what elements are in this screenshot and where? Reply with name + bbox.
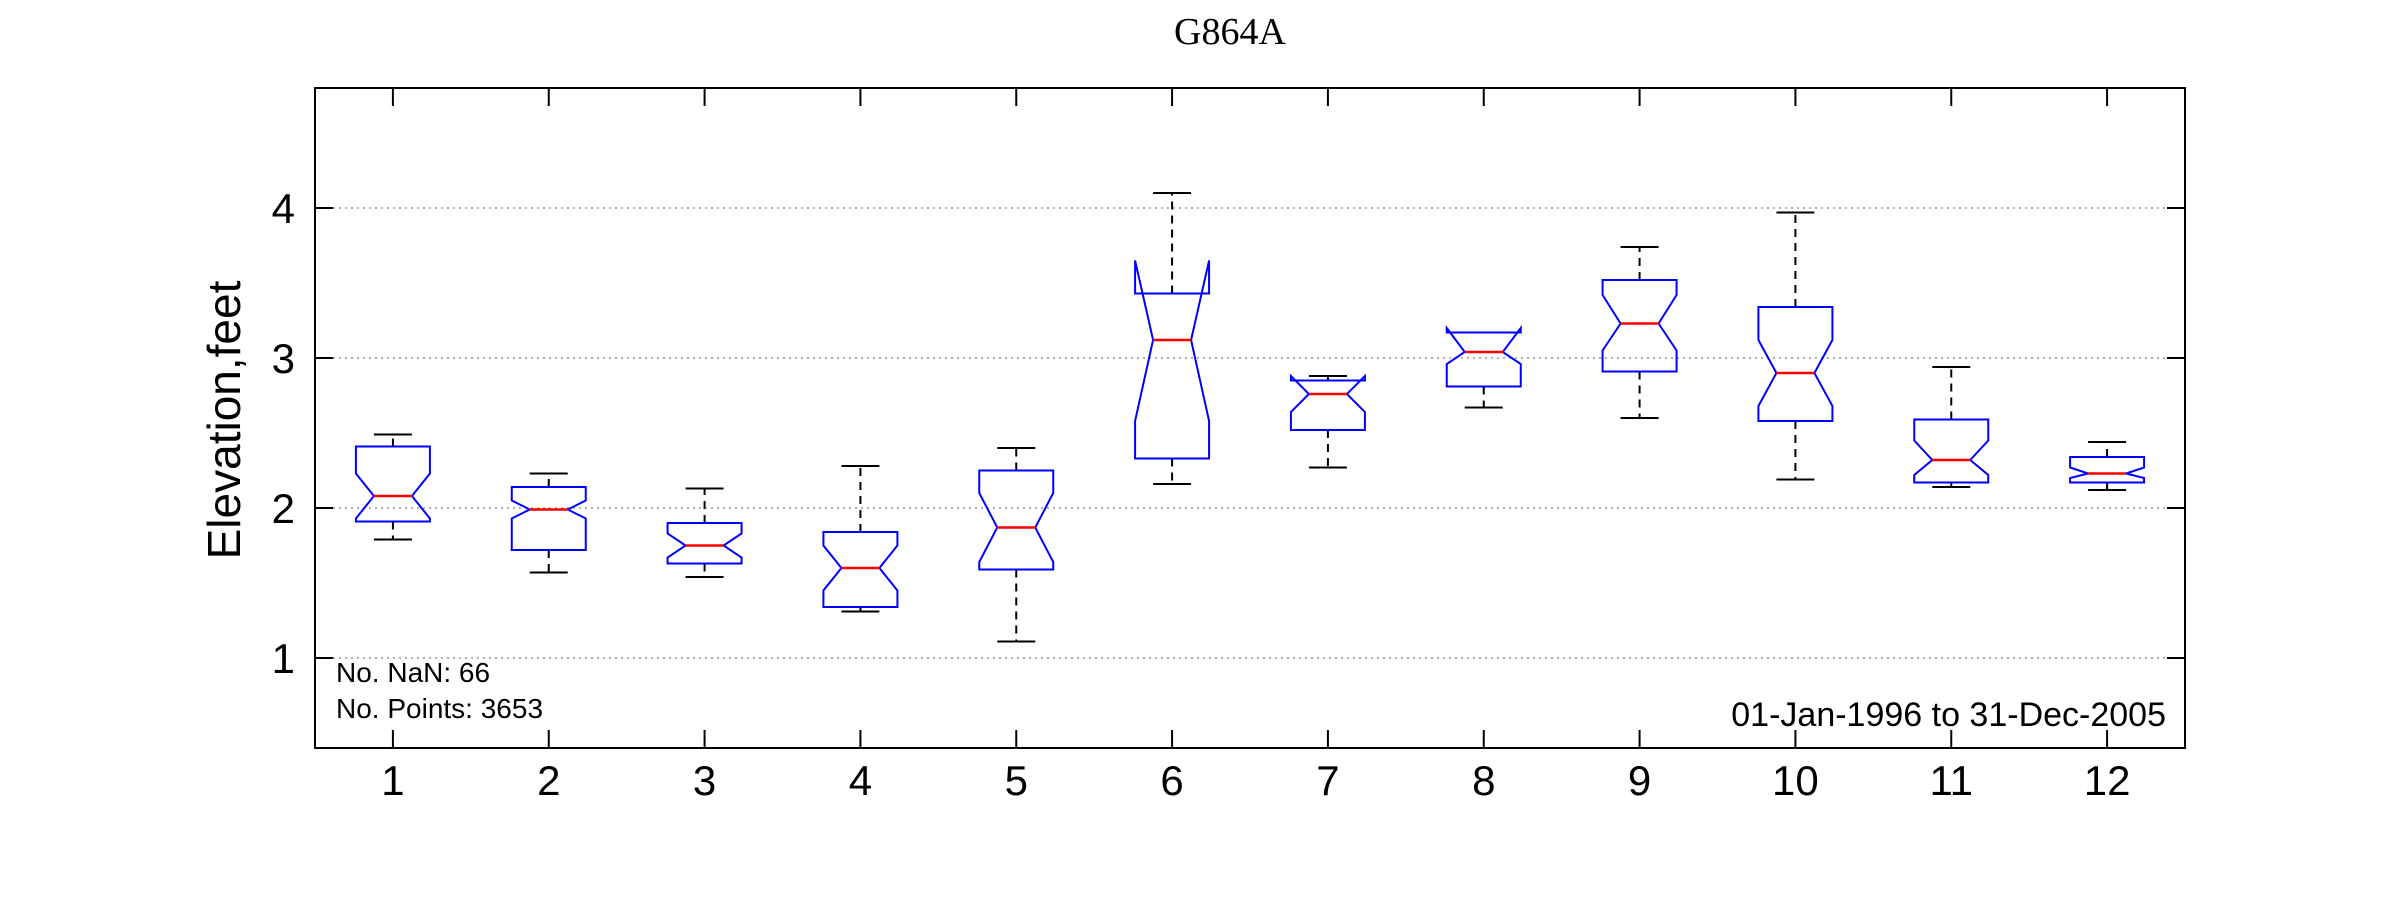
- y-tick-label: 1: [272, 635, 295, 682]
- box-month-10: [1757, 211, 1834, 481]
- notched-box: [978, 469, 1055, 571]
- y-tick-label: 3: [272, 335, 295, 382]
- y-tick-label: 2: [272, 485, 295, 532]
- notched-box: [1445, 325, 1522, 388]
- box-month-7: [1289, 373, 1366, 469]
- notched-box: [1601, 279, 1678, 373]
- notched-box: [1913, 418, 1990, 484]
- box-month-5: [978, 447, 1055, 643]
- chart-title: G864A: [1174, 11, 1286, 53]
- notched-box: [666, 522, 743, 565]
- x-tick-label: 5: [1005, 757, 1028, 804]
- x-tick-label: 4: [849, 757, 872, 804]
- box-month-6: [1134, 192, 1211, 485]
- notched-box: [1757, 306, 1834, 422]
- box-series: [354, 192, 2146, 643]
- x-tick-label: 10: [1772, 757, 1819, 804]
- box-month-12: [2069, 441, 2146, 491]
- x-tick-label: 7: [1316, 757, 1339, 804]
- x-tick-label: 9: [1628, 757, 1651, 804]
- box-month-11: [1913, 366, 1990, 488]
- notched-box: [510, 486, 587, 551]
- box-month-1: [354, 433, 431, 541]
- x-tick-label: 12: [2084, 757, 2131, 804]
- points-count-note: No. Points: 3653: [336, 693, 543, 724]
- x-tick-label: 1: [381, 757, 404, 804]
- nan-count-note: No. NaN: 66: [336, 657, 490, 688]
- notched-box: [1134, 260, 1211, 460]
- notched-box: [1289, 373, 1366, 431]
- y-axis-label: Elevation,feet: [198, 280, 250, 559]
- x-tick-label: 8: [1472, 757, 1495, 804]
- x-tick-label: 6: [1160, 757, 1183, 804]
- x-tick-label: 11: [1929, 757, 1973, 804]
- box-month-9: [1601, 246, 1678, 419]
- grid-lines: [315, 207, 2185, 659]
- notched-box: [822, 531, 899, 608]
- box-month-2: [510, 472, 587, 574]
- notched-box: [2069, 456, 2146, 484]
- box-month-8: [1445, 325, 1522, 409]
- x-tick-label: 2: [537, 757, 560, 804]
- y-tick-label: 4: [272, 185, 295, 232]
- box-month-4: [822, 465, 899, 613]
- notched-box: [354, 445, 431, 523]
- plot-area-frame: [314, 87, 2186, 749]
- date-range-note: 01-Jan-1996 to 31-Dec-2005: [1731, 696, 2166, 734]
- box-month-3: [666, 487, 743, 578]
- x-tick-label: 3: [693, 757, 716, 804]
